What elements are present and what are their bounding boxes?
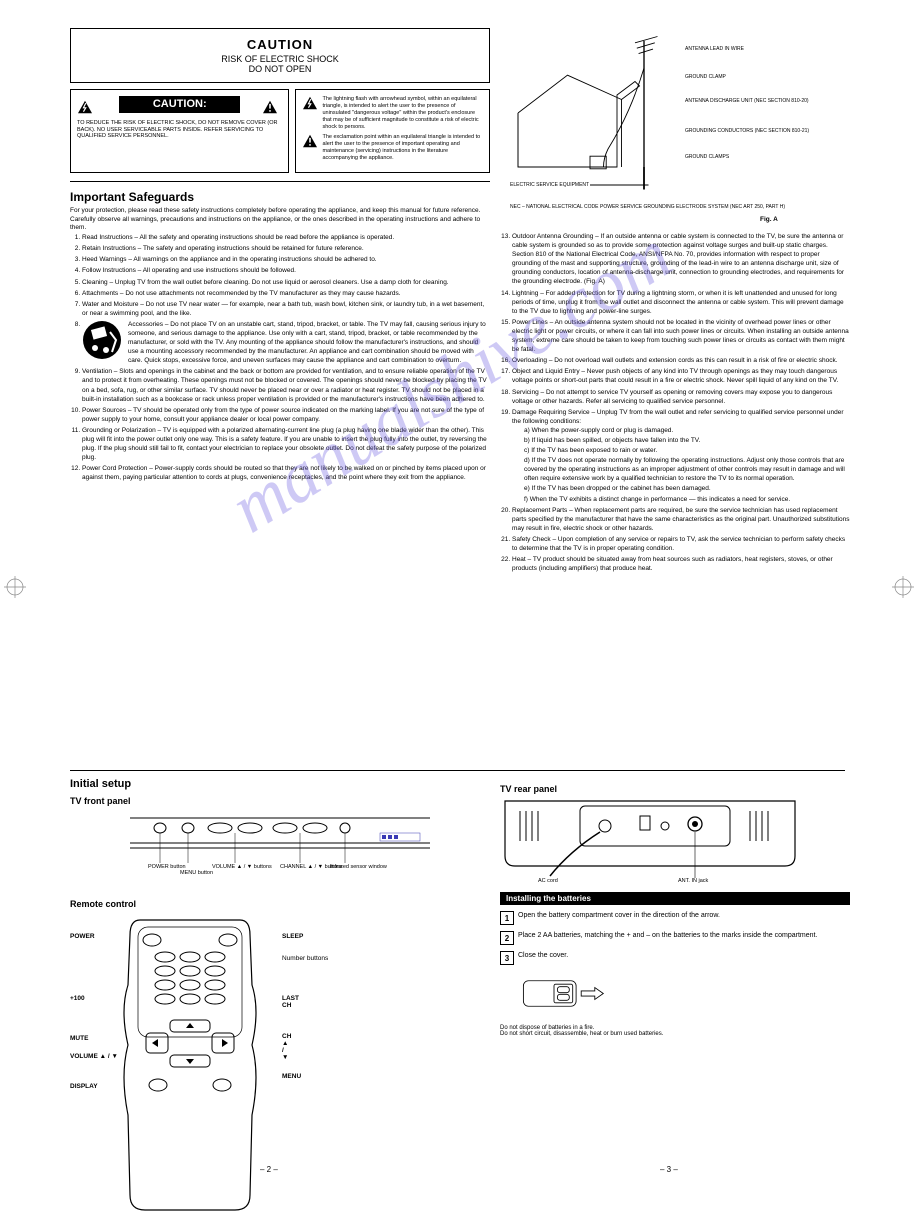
safeguards-heading: Important Safeguards <box>70 190 490 204</box>
callout-menu: MENU <box>282 1073 301 1080</box>
list-item: Damage Requiring Service – Unplug TV fro… <box>512 408 850 504</box>
label-cord: AC cord <box>538 878 558 885</box>
list-item: Replacement Parts – When replacement par… <box>512 506 850 533</box>
front-panel-diagram: POWER button MENU button VOLUME ▲ / ▼ bu… <box>130 808 490 873</box>
list-item: Ventilation – Slots and openings in the … <box>82 367 490 403</box>
list-item: Safety Check – Upon completion of any se… <box>512 535 850 553</box>
callout-display: DISPLAY <box>70 1083 98 1090</box>
caution-box: CAUTION RISK OF ELECTRIC SHOCK DO NOT OP… <box>70 28 490 83</box>
battery-bar: Installing the batteries <box>500 892 850 905</box>
list-item: Servicing – Do not attempt to service TV… <box>512 388 850 406</box>
step-number: 3 <box>500 951 514 965</box>
list-item: Heed Warnings – All warnings on the appl… <box>82 255 490 264</box>
list-item: Overloading – Do not overload wall outle… <box>512 356 850 365</box>
fig-a-label: Fig. A <box>760 216 778 223</box>
sublist-item: d) If the TV does not operate normally b… <box>524 456 850 483</box>
callout-num: Number buttons <box>282 955 352 962</box>
step-number: 1 <box>500 911 514 925</box>
sublist-item: b) If liquid has been spilled, or object… <box>524 436 850 445</box>
label-vol: VOLUME ▲ / ▼ buttons <box>212 864 272 871</box>
left-column: CAUTION RISK OF ELECTRIC SHOCK DO NOT OP… <box>70 28 490 485</box>
rear-panel-title: TV rear panel <box>500 784 850 794</box>
safeguards-list-2: Outdoor Antenna Grounding – If an outsid… <box>500 232 850 573</box>
list-item: Object and Liquid Entry – Never push obj… <box>512 367 850 385</box>
battery-note-2: Do not short circuit, disassemble, heat … <box>500 1031 850 1037</box>
triangle-explain-cell: The lightning flash with arrowhead symbo… <box>295 89 490 173</box>
remote-title: Remote control <box>70 899 490 909</box>
list-item: Grounding or Polarization – TV is equipp… <box>82 426 490 462</box>
bolt-triangle-icon <box>77 100 93 114</box>
list-item: Retain Instructions – The safety and ope… <box>82 244 490 253</box>
page-number-right: – 3 – <box>660 1165 678 1174</box>
exclaim-triangle-icon <box>262 100 278 114</box>
step-3: 3 Close the cover. <box>500 951 850 965</box>
list-item: Water and Moisture – Do not use TV near … <box>82 300 490 318</box>
callout-100: +100 <box>70 995 85 1002</box>
page-number-left: – 2 – <box>260 1165 278 1174</box>
step-number: 2 <box>500 931 514 945</box>
house-label-service: ELECTRIC SERVICE EQUIPMENT <box>510 182 590 188</box>
callout-power: POWER <box>70 933 95 940</box>
caution-title: CAUTION <box>81 37 479 52</box>
callout-ch: CH ▲ / ▼ <box>282 1033 291 1062</box>
house-label-electrode: POWER SERVICE GROUNDING ELECTRODE SYSTEM… <box>600 204 800 210</box>
callout-mute: MUTE <box>70 1035 88 1042</box>
list-item: Lightning – For added protection for TV … <box>512 289 850 316</box>
step-2: 2 Place 2 AA batteries, matching the + a… <box>500 931 850 945</box>
safeguards-list: Read Instructions – All the safety and o… <box>70 233 490 482</box>
lower-left: Initial setup TV front panel POWER butto… <box>70 778 490 1225</box>
house-label-discharge: ANTENNA DISCHARGE UNIT (NEC SECTION 810-… <box>685 98 815 104</box>
caution-body: TO REDUCE THE RISK OF ELECTRIC SHOCK, DO… <box>77 120 282 140</box>
house-label-clamp: GROUND CLAMP <box>685 74 726 80</box>
battery-diagram <box>520 971 850 1021</box>
caution-bar: CAUTION: <box>119 96 240 113</box>
house-label-lead: ANTENNA LEAD IN WIRE <box>685 46 744 52</box>
tri2-text: The exclamation point within an equilate… <box>322 134 483 162</box>
sublist-item: a) When the power-supply cord or plug is… <box>524 426 850 435</box>
step-1: 1 Open the battery compartment cover in … <box>500 911 850 925</box>
caution-subtitle: RISK OF ELECTRIC SHOCK DO NOT OPEN <box>81 54 479 74</box>
tri1-text: The lightning flash with arrowhead symbo… <box>322 96 483 130</box>
list-item: Follow Instructions – All operating and … <box>82 266 490 275</box>
bolt-triangle-icon <box>302 96 318 110</box>
list-item: Attachments – Do not use attachments not… <box>82 289 490 298</box>
right-column: ANTENNA LEAD IN WIRE GROUND CLAMP ANTENN… <box>500 28 850 575</box>
initial-setup-title: Initial setup <box>70 778 490 790</box>
sublist-item: f) When the TV exhibits a distinct chang… <box>524 495 850 504</box>
exclaim-triangle-icon <box>302 134 318 148</box>
crop-mark-right <box>892 576 914 598</box>
label-menu: MENU button <box>180 870 213 877</box>
callout-sleep: SLEEP <box>282 933 303 940</box>
callout-last: LAST CH <box>282 995 299 1009</box>
list-item: Power Lines – An outside antenna system … <box>512 318 850 354</box>
antenna-ground-diagram: ANTENNA LEAD IN WIRE GROUND CLAMP ANTENN… <box>500 28 830 198</box>
front-panel-title: TV front panel <box>70 796 490 806</box>
house-label-clamps2: GROUND CLAMPS <box>685 154 729 160</box>
list-item: Power Cord Protection – Power-supply cor… <box>82 464 490 482</box>
list-item: Cleaning – Unplug TV from the wall outle… <box>82 278 490 287</box>
list-item: Read Instructions – All the safety and o… <box>82 233 490 242</box>
caution-cell: CAUTION: TO REDUCE THE RISK OF ELECTRIC … <box>70 89 289 173</box>
safeguards-intro: For your protection, please read these s… <box>70 207 490 233</box>
rear-panel-diagram: AC cord ANT. IN jack <box>500 796 850 886</box>
label-ant: ANT. IN jack <box>678 878 708 885</box>
lower-right: TV rear panel AC cord ANT. IN jack Insta… <box>500 778 850 1037</box>
list-item: Accessories – Do not place TV on an unst… <box>82 320 490 365</box>
crop-mark-left <box>4 576 26 598</box>
list-item: Heat – TV product should be situated awa… <box>512 555 850 573</box>
sublist-item: c) If the TV has been exposed to rain or… <box>524 446 850 455</box>
sublist-item: e) If the TV has been dropped or the cab… <box>524 484 850 493</box>
cart-tip-icon <box>82 320 122 360</box>
mid-divider <box>70 770 845 771</box>
callout-vol: VOLUME ▲ / ▼ <box>70 1053 120 1060</box>
remote-diagram: POWER SLEEP Number buttons +100 LAST CH … <box>70 915 240 1225</box>
list-item: Outdoor Antenna Grounding – If an outsid… <box>512 232 850 287</box>
list-item: Power Sources – TV should be operated on… <box>82 406 490 424</box>
house-label-nec: NEC – NATIONAL ELECTRICAL CODE <box>510 204 598 210</box>
label-sensor: Infrared sensor window <box>330 864 387 871</box>
house-label-conductors: GROUNDING CONDUCTORS (NEC SECTION 810-21… <box>685 128 815 134</box>
